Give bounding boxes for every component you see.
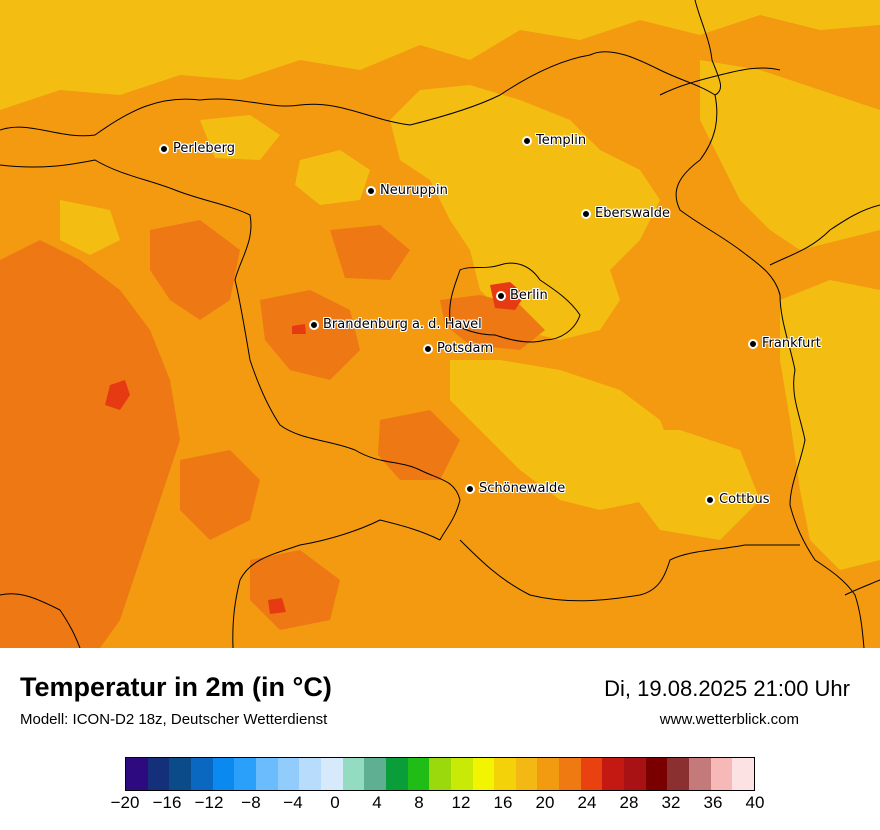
colorbar-segment	[602, 758, 625, 790]
colorbar-segment	[494, 758, 516, 790]
city-schoenewalde: Schönewalde	[465, 481, 565, 496]
colorbar-segment	[537, 758, 560, 790]
city-templin: Templin	[522, 133, 586, 148]
city-brandenburg: Brandenburg a. d. Havel	[309, 317, 482, 332]
colorbar-segment	[147, 758, 170, 790]
colorbar-tick-label: 36	[703, 793, 723, 812]
city-marker-icon	[366, 185, 376, 196]
colorbar-segment	[190, 758, 213, 790]
colorbar-segment	[169, 758, 191, 790]
city-eberswalde: Eberswalde	[581, 206, 670, 221]
colorbar-tick-label: −20	[110, 793, 140, 812]
warm-regions	[0, 220, 545, 648]
map-title: Temperatur in 2m (in °C)	[20, 672, 332, 702]
colorbar-segment	[559, 758, 581, 790]
colorbar-tick-label: 16	[493, 793, 513, 812]
model-info: Modell: ICON-D2 18z, Deutscher Wetterdie…	[20, 711, 328, 728]
city-label: Schönewalde	[479, 481, 566, 496]
cool-regions	[0, 0, 880, 570]
colorbar-segment	[429, 758, 451, 790]
map-layers	[0, 0, 880, 648]
colorbar-segment	[515, 758, 538, 790]
colorbar-segment	[580, 758, 603, 790]
colorbar-segment	[364, 758, 386, 790]
colorbar-tick-label: 8	[414, 793, 424, 812]
colorbar-tick-label: 32	[661, 793, 681, 812]
colorbar-tick-label: 28	[619, 793, 639, 812]
city-marker-icon	[705, 494, 715, 505]
colorbar-tick-label: −4	[283, 793, 303, 812]
colorbar-segment	[450, 758, 473, 790]
city-marker-icon	[522, 135, 532, 146]
colorbar-segment	[645, 758, 668, 790]
colorbar-segment	[277, 758, 300, 790]
city-marker-icon	[159, 143, 169, 154]
city-label: Brandenburg a. d. Havel	[323, 317, 482, 332]
city-label: Neuruppin	[380, 183, 448, 198]
city-marker-icon	[465, 483, 475, 494]
colorbar-tick-label: −8	[241, 793, 261, 812]
colorbar-segment	[212, 758, 235, 790]
city-potsdam: Potsdam	[423, 341, 493, 356]
temperature-colorbar	[125, 757, 755, 791]
colorbar-segment	[299, 758, 321, 790]
city-label: Templin	[536, 133, 587, 148]
colorbar-segment	[472, 758, 495, 790]
temperature-map: Perleberg Templin Neuruppin Eberswalde B…	[0, 0, 880, 648]
colorbar-segment	[385, 758, 408, 790]
colorbar-segment	[732, 758, 755, 790]
city-marker-icon	[748, 338, 758, 349]
city-marker-icon	[423, 343, 433, 354]
colorbar-tick-label: 0	[330, 793, 340, 812]
forecast-datetime: Di, 19.08.2025 21:00 Uhr	[604, 676, 850, 701]
city-marker-icon	[581, 208, 591, 219]
colorbar-tick-label: −16	[152, 793, 182, 812]
city-perleberg: Perleberg	[159, 141, 235, 156]
colorbar-segment	[234, 758, 256, 790]
colorbar-segment	[320, 758, 343, 790]
city-label: Frankfurt	[762, 336, 821, 351]
colorbar-tick-label: 12	[451, 793, 471, 812]
colorbar-tick-label: 4	[372, 793, 382, 812]
city-frankfurt: Frankfurt	[748, 336, 821, 351]
colorbar-segment	[126, 758, 148, 790]
colorbar-segment	[710, 758, 733, 790]
colorbar-segment	[624, 758, 646, 790]
city-marker-icon	[309, 319, 319, 330]
colorbar-tick-label: 20	[535, 793, 555, 812]
hot-spots	[105, 282, 525, 614]
city-label: Cottbus	[719, 492, 770, 507]
city-neuruppin: Neuruppin	[366, 183, 448, 198]
colorbar-segment	[342, 758, 365, 790]
borders	[0, 0, 880, 648]
city-label: Eberswalde	[595, 206, 671, 221]
colorbar-tick-label: 24	[577, 793, 597, 812]
city-label: Berlin	[510, 288, 548, 303]
city-label: Perleberg	[173, 141, 235, 156]
city-cottbus: Cottbus	[705, 492, 770, 507]
website-link[interactable]: www.wetterblick.com	[659, 711, 799, 728]
colorbar-segment	[255, 758, 278, 790]
colorbar-ticks: −20 −16 −12 −8 −4 0 4 8 12 16 20 24 28 32 36 40	[111, 793, 765, 823]
colorbar-segment	[689, 758, 711, 790]
colorbar-tick-label: −12	[194, 793, 224, 812]
city-marker-icon	[496, 290, 506, 301]
colorbar-segment	[667, 758, 690, 790]
colorbar-tick-label: 40	[745, 793, 765, 812]
colorbar-segment	[407, 758, 430, 790]
city-label: Potsdam	[437, 341, 494, 356]
city-berlin: Berlin	[496, 288, 548, 303]
